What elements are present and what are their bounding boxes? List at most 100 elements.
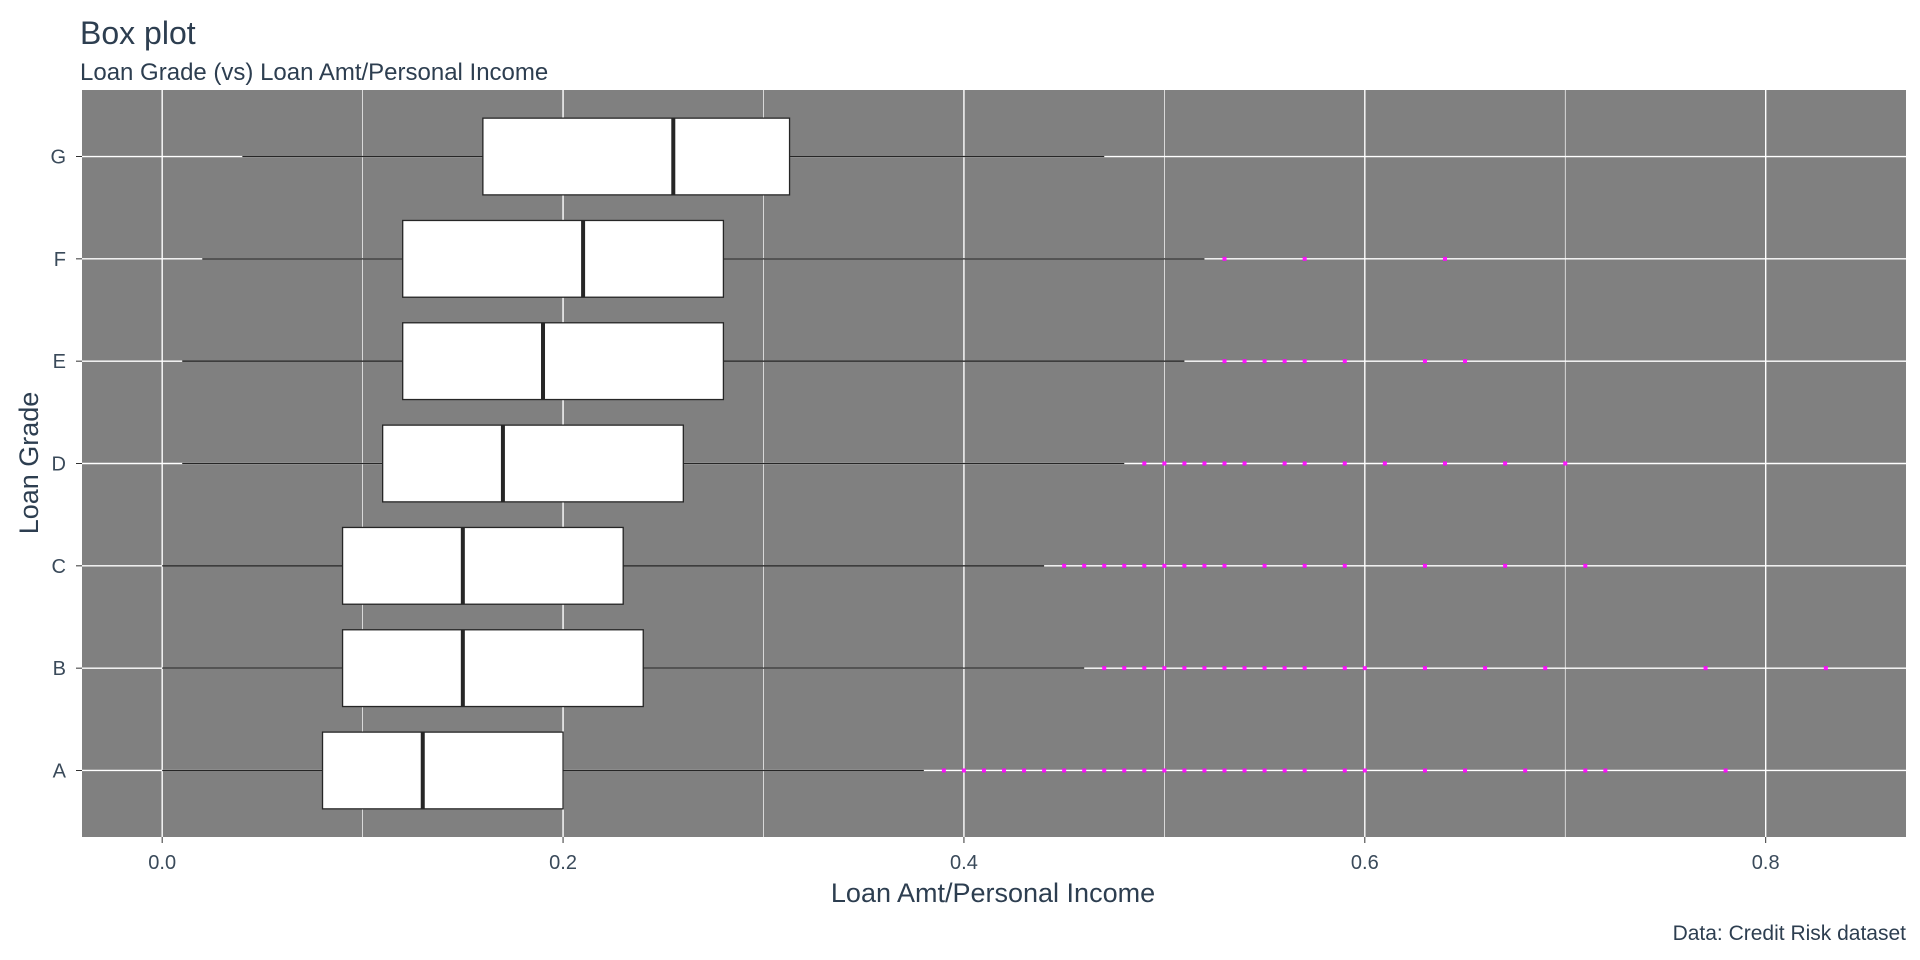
outlier-point: [1222, 666, 1227, 671]
box-iqr: [402, 219, 725, 298]
outlier-point: [1022, 768, 1027, 773]
outlier-point: [1282, 666, 1287, 671]
outlier-point: [1182, 768, 1187, 773]
y-tick-label: F: [54, 249, 66, 271]
outlier-point: [1442, 256, 1447, 261]
box-grade-a: [162, 731, 924, 810]
outlier-point: [1302, 563, 1307, 568]
outlier-point: [941, 768, 946, 773]
box-iqr: [402, 322, 725, 401]
outlier-point: [1362, 666, 1367, 671]
outlier-point: [1122, 666, 1127, 671]
outlier-point: [1162, 461, 1167, 466]
outlier-point: [1302, 666, 1307, 671]
outlier-point: [1102, 666, 1107, 671]
outlier-point: [1062, 563, 1067, 568]
outlier-point: [1523, 768, 1528, 773]
outlier-point: [1262, 563, 1267, 568]
x-tick-label: 0.4: [950, 852, 978, 874]
outlier-point: [1082, 563, 1087, 568]
outlier-point: [1422, 359, 1427, 364]
outlier-point: [1182, 666, 1187, 671]
outlier-point: [1122, 563, 1127, 568]
outlier-point: [1362, 768, 1367, 773]
chart-caption: Data: Credit Risk dataset: [1673, 922, 1907, 945]
box-grade-c: [162, 526, 1045, 605]
outlier-point: [1382, 461, 1387, 466]
box-iqr: [341, 526, 624, 605]
outlier-point: [1422, 666, 1427, 671]
outlier-point: [1342, 563, 1347, 568]
outlier-point: [1162, 768, 1167, 773]
outlier-point: [981, 768, 986, 773]
box-iqr: [341, 629, 644, 708]
outlier-point: [1543, 666, 1548, 671]
outlier-point: [961, 768, 966, 773]
box-grade-b: [162, 629, 1085, 708]
outlier-point: [1162, 666, 1167, 671]
outlier-point: [1222, 461, 1227, 466]
outlier-point: [1002, 768, 1007, 773]
outlier-point: [1242, 461, 1247, 466]
y-tick-label: C: [52, 556, 66, 578]
outlier-point: [1062, 768, 1067, 773]
outlier-point: [1282, 359, 1287, 364]
outlier-point: [1342, 359, 1347, 364]
outlier-point: [1222, 768, 1227, 773]
outlier-point: [1102, 563, 1107, 568]
outlier-point: [1422, 768, 1427, 773]
y-axis-title: Loan Grade: [14, 392, 44, 535]
outlier-point: [1202, 768, 1207, 773]
y-tick-label: D: [52, 454, 66, 476]
y-tick-label: G: [50, 147, 66, 169]
outlier-point: [1162, 563, 1167, 568]
outlier-point: [1422, 563, 1427, 568]
box-iqr: [482, 117, 791, 196]
outlier-point: [1182, 461, 1187, 466]
outlier-point: [1242, 359, 1247, 364]
outlier-point: [1142, 563, 1147, 568]
outlier-point: [1222, 359, 1227, 364]
outlier-point: [1603, 768, 1608, 773]
x-tick-label: 0.6: [1351, 852, 1379, 874]
outlier-point: [1082, 768, 1087, 773]
outlier-point: [1262, 359, 1267, 364]
outlier-point: [1302, 461, 1307, 466]
box-grade-e: [182, 322, 1185, 401]
outlier-point: [1503, 461, 1508, 466]
x-axis-ticks: 0.0 0.2 0.4 0.6 0.8: [148, 837, 1780, 874]
outlier-point: [1583, 768, 1588, 773]
outlier-point: [1202, 461, 1207, 466]
outlier-point: [1563, 461, 1568, 466]
x-tick-label: 0.2: [549, 852, 577, 874]
outlier-point: [1723, 768, 1728, 773]
outlier-point: [1342, 461, 1347, 466]
outlier-point: [1342, 768, 1347, 773]
box-grade-d: [182, 424, 1125, 503]
outlier-point: [1222, 256, 1227, 261]
y-axis-ticks: A B C D E F G: [50, 147, 82, 782]
x-tick-label: 0.0: [148, 852, 176, 874]
x-axis-title: Loan Amt/Personal Income: [831, 878, 1155, 908]
outlier-point: [1463, 359, 1468, 364]
outlier-point: [1242, 768, 1247, 773]
outlier-point: [1342, 666, 1347, 671]
outlier-point: [1483, 666, 1488, 671]
outlier-point: [1583, 563, 1588, 568]
outlier-point: [1503, 563, 1508, 568]
outlier-point: [1142, 461, 1147, 466]
outlier-point: [1282, 768, 1287, 773]
box-plots: [162, 117, 1205, 810]
outlier-point: [1262, 666, 1267, 671]
x-tick-label: 0.8: [1752, 852, 1780, 874]
outlier-point: [1242, 666, 1247, 671]
outlier-point: [1202, 563, 1207, 568]
box-grade-f: [202, 219, 1205, 298]
outlier-point: [1262, 768, 1267, 773]
chart-title: Box plot: [80, 15, 196, 51]
outlier-point: [1442, 461, 1447, 466]
outlier-point: [1703, 666, 1708, 671]
outlier-point: [1302, 768, 1307, 773]
outlier-point: [1463, 768, 1468, 773]
